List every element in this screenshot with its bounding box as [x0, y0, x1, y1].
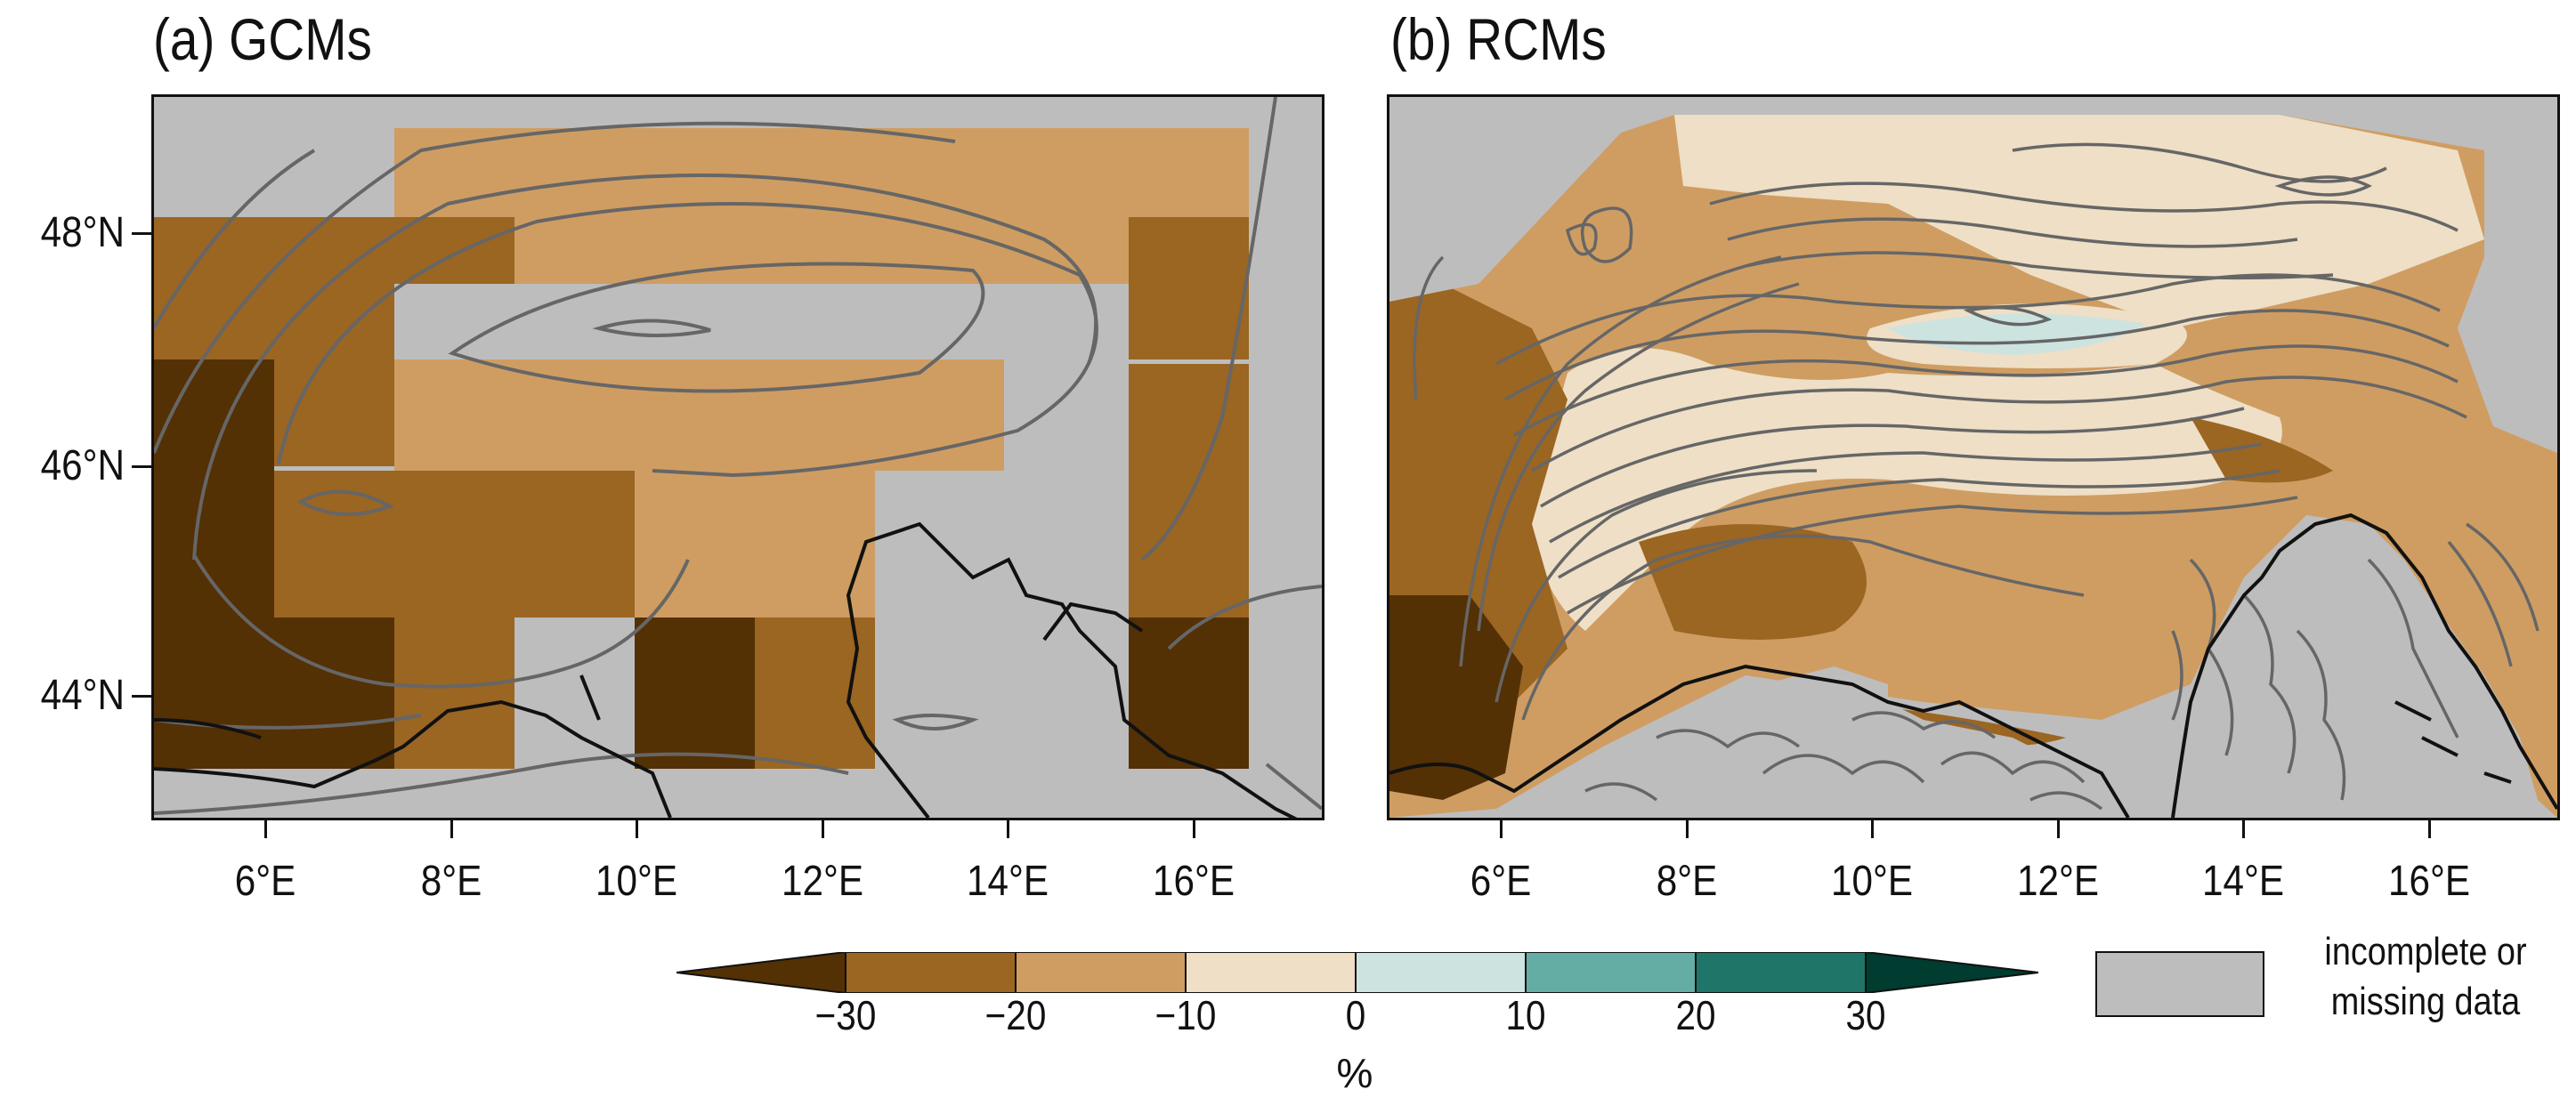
lon-label: 8°E: [420, 858, 482, 905]
lon-tick: [822, 820, 824, 838]
colorbar-bin: [1355, 952, 1527, 993]
lat-label: 48°N: [40, 209, 125, 256]
gcm-cell: [394, 471, 635, 618]
rcm-map: [1387, 94, 2560, 820]
colorbar-tick-label: −10: [1154, 992, 1217, 1038]
lon-tick: [2242, 820, 2245, 838]
lat-label: 44°N: [40, 672, 125, 719]
lon-tick: [2057, 820, 2060, 838]
gcm-cell: [394, 618, 514, 769]
colorbar-tick-label: 10: [1505, 992, 1546, 1038]
colorbar-tick-label: 30: [1845, 992, 1886, 1038]
colorbar-tick-label: 20: [1675, 992, 1716, 1038]
gcm-cell: [1129, 217, 1249, 284]
colorbar-tick-label: −20: [984, 992, 1047, 1038]
gcm-map: [151, 94, 1324, 820]
lat-tick: [132, 465, 151, 468]
coastline: [1389, 513, 2557, 818]
colorbar-bin: [1695, 952, 1867, 993]
colorbar-bin: [1525, 952, 1697, 993]
gcm-cell: [1129, 471, 1249, 618]
lon-label: 14°E: [2201, 858, 2285, 905]
lon-label: 16°E: [1152, 858, 1235, 905]
gcm-cell: [274, 471, 394, 618]
missing-data-label: incomplete or missing data: [2299, 927, 2552, 1027]
gcm-cell: [154, 471, 274, 618]
lon-tick: [1193, 820, 1195, 838]
gcm-cell: [394, 359, 875, 471]
colorbar: [676, 952, 2038, 993]
colorbar-bin: [1185, 952, 1357, 993]
lon-label: 12°E: [2016, 858, 2100, 905]
lon-tick: [2428, 820, 2431, 838]
gcm-cell: [1129, 618, 1249, 769]
rcm-field: [1389, 97, 1674, 302]
colorbar-tick-label: −30: [814, 992, 877, 1038]
gcm-cell: [514, 217, 782, 284]
lon-tick: [264, 820, 267, 838]
lon-label: 14°E: [966, 858, 1049, 905]
missing-data-label-line1: incomplete or: [2324, 930, 2527, 973]
colorbar-units: %: [1336, 1050, 1373, 1096]
lon-label: 10°E: [595, 858, 678, 905]
coastline: [154, 521, 1298, 818]
panel-a-title: (a) GCMs: [153, 6, 372, 72]
gcm-cell: [782, 128, 1040, 217]
lon-tick: [1686, 820, 1689, 838]
rcm-field: [1639, 524, 1867, 640]
rcm-field: [1888, 313, 2146, 355]
lon-label: 6°E: [234, 858, 296, 905]
rcm-map-canvas: [1389, 97, 2557, 818]
topography-contours: [154, 97, 1322, 815]
lon-tick: [636, 820, 638, 838]
rcm-field: [2191, 417, 2333, 483]
lon-tick: [1871, 820, 1874, 838]
lon-tick: [1007, 820, 1009, 838]
colorbar-tick-label: 0: [1345, 992, 1366, 1038]
lat-tick: [132, 232, 151, 235]
colorbar-extend-high: [1865, 952, 2038, 993]
lon-label: 12°E: [781, 858, 864, 905]
rcm-field: [2173, 515, 2557, 818]
lon-label: 16°E: [2387, 858, 2471, 905]
colorbar-bin: [1015, 952, 1187, 993]
lon-tick: [1500, 820, 1503, 838]
rcm-field: [1550, 666, 2173, 818]
gcm-cell: [635, 618, 755, 769]
gcm-cell: [154, 217, 514, 284]
rcm-field: [1532, 348, 2282, 631]
rcm-field: [2280, 97, 2557, 453]
gcm-cell: [635, 471, 875, 618]
missing-data-swatch: [2095, 951, 2264, 1017]
gcm-cell: [782, 217, 1040, 284]
lat-tick: [132, 695, 151, 698]
lon-label: 6°E: [1470, 858, 1532, 905]
lon-tick: [450, 820, 453, 838]
lon-label: 10°E: [1830, 858, 1914, 905]
rcm-field: [1389, 595, 1523, 800]
colorbar-extend-low: [676, 952, 847, 993]
missing-data-label-line2: missing data: [2330, 980, 2521, 1023]
lon-label: 8°E: [1656, 858, 1718, 905]
gcm-map-canvas: [154, 97, 1322, 818]
lat-label: 46°N: [40, 442, 125, 489]
panel-b-title: (b) RCMs: [1390, 6, 1607, 72]
colorbar-bin: [845, 952, 1017, 993]
gcm-cell: [1129, 284, 1249, 359]
topography-contours: [1413, 142, 2540, 811]
